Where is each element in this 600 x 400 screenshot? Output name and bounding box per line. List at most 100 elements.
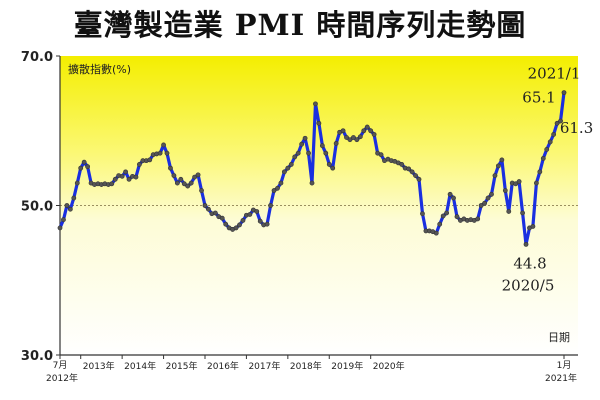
y-tick-label: 30.0 (21, 349, 53, 364)
data-point (478, 203, 484, 208)
data-point (57, 225, 63, 231)
data-point (506, 209, 512, 214)
data-point (237, 222, 242, 228)
data-point (561, 90, 567, 96)
annotation-latest-value: 65.1 (522, 89, 555, 107)
data-point (78, 165, 84, 171)
data-point (302, 135, 308, 141)
x-year-label: 2013年 (83, 360, 115, 372)
data-point (364, 124, 370, 130)
data-point (275, 185, 280, 191)
data-point (292, 154, 298, 160)
data-point (278, 180, 284, 186)
x-year-label: 2016年 (207, 360, 239, 372)
x-year-label: 2019年 (331, 360, 363, 372)
data-point (447, 191, 453, 197)
data-point (64, 203, 70, 208)
data-point (406, 166, 412, 172)
data-point (188, 180, 194, 186)
x-start-year-label: 2012年 (46, 372, 78, 384)
data-point (520, 210, 525, 216)
data-point (171, 173, 177, 178)
data-point (313, 101, 318, 107)
data-point (540, 156, 546, 161)
data-point (399, 161, 405, 167)
x-start-month-label: 7月 (53, 360, 68, 371)
data-point (326, 161, 332, 167)
data-point (147, 157, 153, 163)
data-point (168, 165, 173, 171)
data-point (271, 188, 277, 193)
plot-area (60, 56, 578, 355)
data-point (558, 118, 563, 124)
data-point (530, 224, 536, 229)
data-point (195, 172, 201, 178)
y-axis-label: 擴散指數(%) (68, 62, 131, 76)
chart-title: 臺灣製造業 PMI 時間序列走勢圖 (73, 8, 527, 42)
data-point (433, 230, 439, 236)
data-point (351, 135, 356, 140)
data-point (119, 173, 125, 179)
data-point (202, 203, 208, 208)
data-point (354, 137, 360, 143)
y-tick-label: 50.0 (21, 200, 53, 215)
data-point (185, 183, 191, 189)
data-point (295, 150, 301, 156)
data-point (409, 169, 415, 175)
data-point (554, 120, 560, 126)
data-point (112, 176, 118, 182)
data-point (288, 161, 294, 167)
data-point (361, 128, 367, 134)
x-year-label: 2020年 (373, 360, 405, 372)
data-point (285, 165, 291, 171)
data-point (71, 195, 77, 201)
data-point (502, 188, 508, 193)
data-point (499, 157, 505, 163)
data-point (264, 221, 270, 227)
data-point (319, 143, 325, 149)
data-point (157, 150, 163, 156)
x-year-label: 2017年 (248, 360, 280, 372)
data-point (306, 150, 311, 156)
data-point (330, 165, 336, 171)
data-point (347, 137, 353, 143)
data-point (123, 169, 128, 175)
data-point (174, 180, 180, 186)
data-point (533, 180, 539, 186)
annotation-min-date: 2020/5 (502, 276, 555, 294)
data-point (247, 212, 253, 217)
data-point (451, 195, 456, 201)
data-point (219, 215, 225, 221)
data-point (206, 206, 211, 212)
data-point (299, 141, 305, 147)
data-point (81, 159, 87, 165)
data-point (378, 152, 384, 158)
data-point (61, 217, 66, 223)
data-point (323, 150, 329, 156)
data-point (192, 174, 198, 180)
data-point (513, 181, 519, 187)
data-point (523, 241, 529, 247)
data-point (178, 176, 184, 182)
data-point (475, 216, 481, 222)
data-point (544, 147, 550, 152)
data-point (482, 200, 488, 206)
annotation-latest-date: 2021/1 (528, 65, 581, 83)
data-point (489, 191, 494, 197)
data-point (416, 176, 422, 182)
data-point (223, 221, 229, 227)
data-point (340, 128, 346, 134)
annotation-min-value: 44.8 (513, 254, 546, 272)
data-point (254, 209, 260, 214)
x-year-label: 2014年 (124, 360, 156, 372)
data-point (444, 210, 450, 216)
x-year-label: 2018年 (290, 360, 322, 372)
data-point (126, 176, 132, 182)
data-point (199, 188, 204, 193)
data-point (136, 161, 142, 167)
data-point (344, 135, 349, 140)
data-point (420, 211, 425, 217)
data-point (309, 180, 315, 186)
data-point (164, 150, 170, 156)
